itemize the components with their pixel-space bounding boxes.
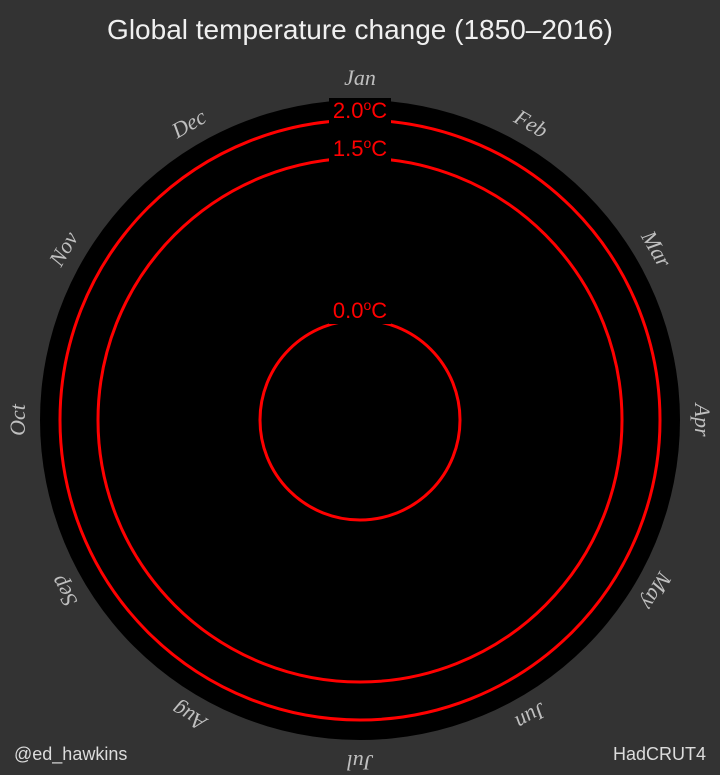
radial-chart-svg: 0.0oC 1.5oC 2.0oC Jan Feb Mar Apr May Jun Jul Aug S… — [0, 0, 720, 775]
month-label: Jun — [511, 698, 551, 736]
month-label: May — [636, 567, 678, 614]
month-label: Oct — [5, 403, 30, 436]
month-label: Apr — [690, 402, 715, 437]
month-label: Mar — [636, 225, 677, 272]
ring-label: 1.5oC — [333, 135, 387, 161]
chart-stage: Global temperature change (1850–2016) 0.… — [0, 0, 720, 775]
month-label: Jan — [344, 65, 376, 90]
month-label: Feb — [509, 104, 552, 143]
credit-right: HadCRUT4 — [613, 744, 706, 765]
month-label: Jul — [347, 750, 374, 775]
chart-disc — [40, 100, 680, 740]
month-label: Dec — [166, 104, 210, 144]
ring-label: 2.0oC — [333, 97, 387, 123]
credit-left: @ed_hawkins — [14, 744, 127, 765]
month-label: Sep — [45, 571, 83, 611]
month-label: Nov — [43, 227, 83, 271]
month-label: Aug — [167, 697, 212, 737]
ring-label: 0.0oC — [333, 297, 387, 323]
